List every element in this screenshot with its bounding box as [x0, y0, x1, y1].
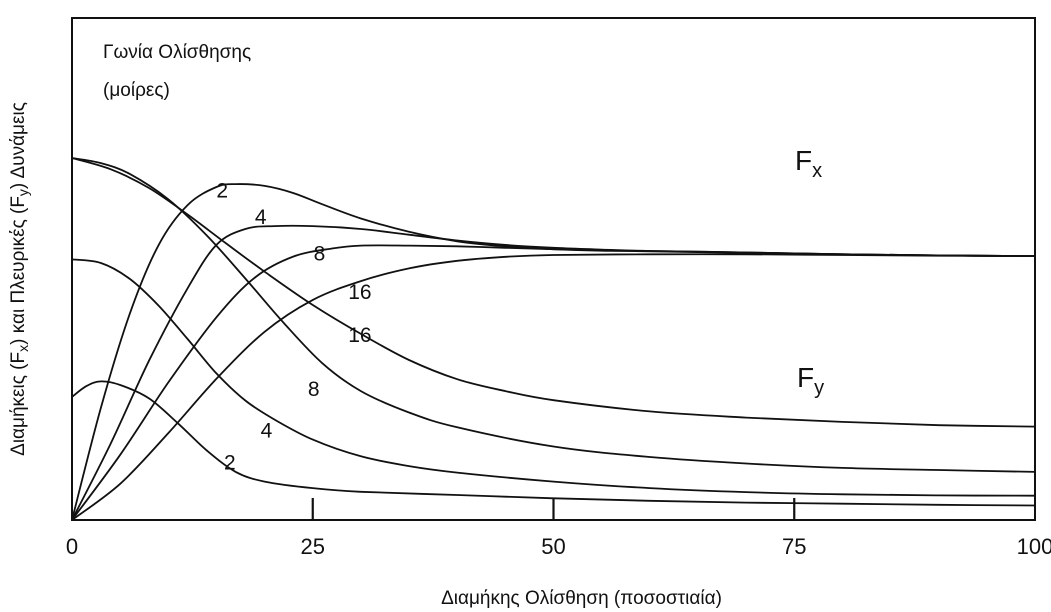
series-label-fx-8: 8 [314, 242, 326, 265]
x-tick-label-25: 25 [301, 534, 325, 559]
curves [71, 157, 1036, 521]
series-label-fx-2: 2 [216, 180, 228, 203]
y-axis-label-part-0: Διαμήκεις (F [8, 352, 29, 456]
x-tick-label-0: 0 [66, 534, 78, 559]
family-label-fy-main: F [797, 362, 814, 393]
family-label-fx-main: F [795, 145, 812, 176]
y-axis-label-part-4: ) Δυνάμεις [8, 102, 29, 189]
series-line-fy-4 [71, 258, 1036, 497]
series-label-fy-2: 2 [224, 452, 236, 475]
y-axis-label-part-2: ) και Πλευρικές (F [8, 196, 29, 345]
x-axis-label: Διαμήκης Ολίσθηση (ποσοστιαία) [441, 588, 722, 609]
series-line-fy-8 [71, 157, 1036, 473]
y-axis-label-part-3: y [15, 189, 31, 196]
family-label-fy-sub: y [814, 377, 824, 399]
series-label-fx-16: 16 [348, 281, 371, 304]
y-axis-label-part-1: x [15, 345, 31, 352]
plot-frame [71, 17, 1036, 521]
legend-title-line1: Γωνία Ολίσθησης [103, 42, 251, 63]
series-label-fy-8: 8 [308, 378, 320, 401]
series-line-fx-8 [71, 244, 1036, 521]
axes: 0 25 50 75 100 Διαμήκης Ολίσθηση (ποσοστιαία)… [8, 102, 1051, 609]
series-label-fy-16: 16 [348, 324, 371, 347]
legend-title-line2: (μοίρες) [103, 80, 170, 101]
series-line-fy-2 [71, 380, 1036, 507]
series-line-fx-16 [71, 253, 1036, 521]
plot-area [71, 17, 1036, 521]
family-label-fy: Fy [797, 362, 824, 399]
x-tick-label-100: 100 [1017, 534, 1051, 559]
series-line-fy-16 [71, 157, 1036, 428]
x-tick-label-75: 75 [782, 534, 806, 559]
series-label-fy-4: 4 [261, 420, 273, 443]
series-label-fx-4: 4 [255, 206, 267, 229]
family-label-fx-sub: x [812, 160, 822, 182]
family-label-fx: Fx [795, 145, 822, 182]
y-axis-label: Διαμήκεις (Fx) και Πλευρικές (Fy) Δυνάμε… [8, 102, 31, 456]
x-tick-label-50: 50 [541, 534, 565, 559]
